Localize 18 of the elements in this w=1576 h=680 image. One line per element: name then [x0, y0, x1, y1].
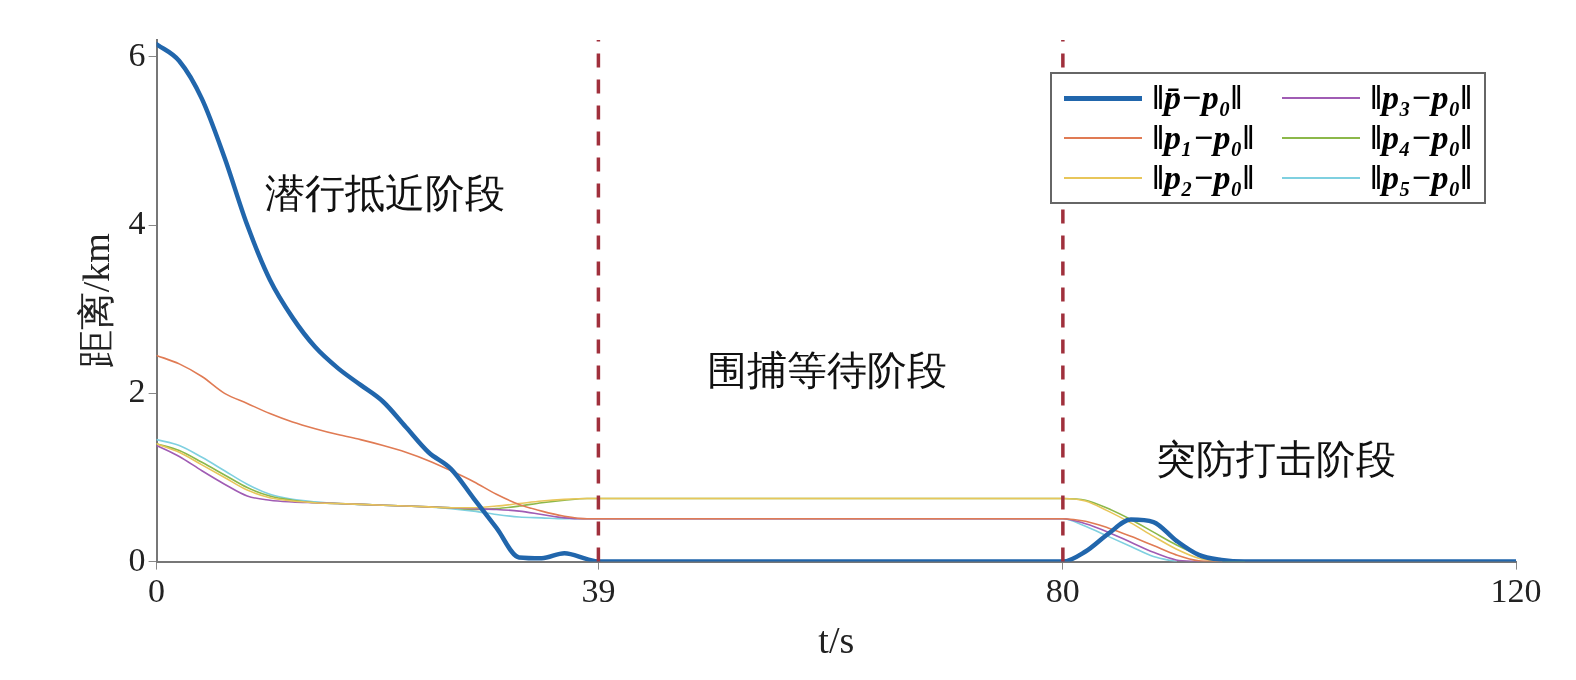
x-tick-label: 80 [1045, 571, 1080, 609]
legend-label: ‖p₂−p₀‖ [1152, 158, 1255, 198]
y-tick-label: 6 [128, 35, 146, 73]
y-tick-label: 2 [128, 372, 146, 410]
legend-label: ‖p₅−p₀‖ [1370, 158, 1472, 198]
legend-label: ‖p₁−p₀‖ [1152, 118, 1255, 158]
legend-label: ‖p₃−p₀‖ [1370, 78, 1472, 118]
y-axis-title: 距离/km [74, 233, 117, 369]
x-tick-label: 39 [581, 571, 616, 609]
y-tick-label: 4 [128, 204, 146, 242]
legend-label: ‖p̄−p₀‖ [1152, 78, 1243, 118]
annotation: 潜行抵近阶段 [265, 170, 506, 216]
legend-label: ‖p₄−p₀‖ [1370, 118, 1472, 158]
x-tick-label: 120 [1490, 571, 1542, 609]
x-axis-title: t/s [818, 619, 855, 662]
annotation: 围捕等待阶段 [707, 348, 948, 394]
annotation: 突防打击阶段 [1155, 437, 1396, 482]
y-tick-label: 0 [128, 540, 146, 578]
